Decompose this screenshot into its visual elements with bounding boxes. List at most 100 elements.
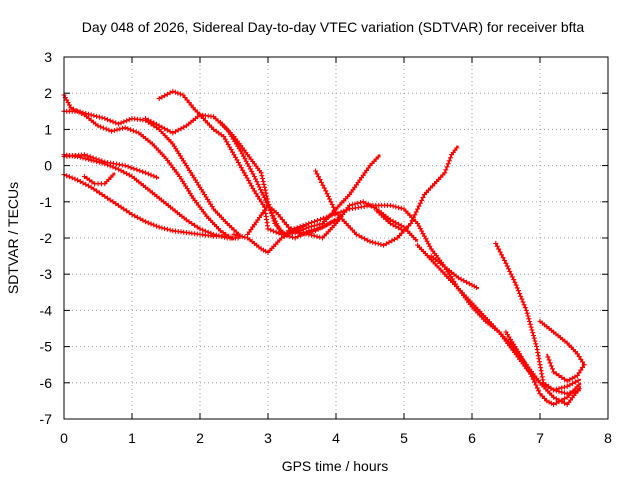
data-point xyxy=(251,174,257,179)
data-point xyxy=(107,118,113,124)
data-point xyxy=(162,226,168,232)
data-point xyxy=(464,279,470,285)
series-track-9 xyxy=(217,119,381,237)
data-point xyxy=(294,225,300,231)
data-point xyxy=(514,285,520,291)
data-point xyxy=(94,113,100,119)
data-point xyxy=(134,167,140,173)
data-point xyxy=(304,230,310,236)
data-point xyxy=(562,376,567,382)
data-point xyxy=(156,224,162,230)
y-tick-label: 1 xyxy=(44,121,52,137)
data-point xyxy=(143,116,149,121)
data-point xyxy=(270,228,276,234)
data-point xyxy=(279,217,285,222)
data-point xyxy=(375,241,381,247)
data-point xyxy=(170,88,176,94)
data-point xyxy=(580,359,585,365)
data-point xyxy=(224,139,230,145)
data-point xyxy=(66,102,72,108)
data-point xyxy=(546,357,552,363)
data-point xyxy=(225,141,231,147)
data-point xyxy=(260,179,266,184)
data-point xyxy=(121,119,127,125)
data-point xyxy=(239,234,245,240)
data-point xyxy=(64,173,70,179)
data-point xyxy=(162,126,168,132)
data-point xyxy=(412,212,418,218)
data-point xyxy=(355,200,361,206)
data-point xyxy=(99,115,105,121)
data-point xyxy=(327,196,333,202)
data-point xyxy=(114,127,120,133)
y-tick-label: 2 xyxy=(44,85,52,101)
data-point xyxy=(296,230,302,236)
data-point xyxy=(86,156,91,162)
data-point xyxy=(567,382,573,388)
data-point xyxy=(173,129,178,135)
data-point xyxy=(417,200,423,206)
data-point xyxy=(299,231,305,237)
data-point xyxy=(518,293,524,299)
data-point xyxy=(311,233,317,239)
data-point xyxy=(154,121,159,127)
data-point xyxy=(140,217,146,223)
data-point xyxy=(159,225,165,231)
data-point xyxy=(75,108,81,114)
data-point xyxy=(378,242,384,247)
data-point xyxy=(133,129,139,135)
data-point xyxy=(415,221,421,226)
data-point xyxy=(530,376,536,382)
data-point xyxy=(107,197,113,203)
data-point xyxy=(317,234,323,240)
data-point xyxy=(279,235,285,241)
data-point xyxy=(398,226,404,232)
data-point xyxy=(314,171,320,177)
data-point xyxy=(511,277,517,283)
data-point xyxy=(500,255,506,261)
data-point xyxy=(256,184,262,190)
data-point xyxy=(359,234,365,240)
data-point xyxy=(396,225,402,231)
data-point xyxy=(167,227,173,233)
data-point xyxy=(159,124,165,130)
data-point xyxy=(542,396,547,401)
data-point xyxy=(140,169,146,175)
data-point xyxy=(325,193,331,199)
data-point xyxy=(581,362,587,368)
data-point xyxy=(353,231,359,237)
data-point xyxy=(529,327,535,333)
data-point xyxy=(344,207,350,213)
series-track-6 xyxy=(81,172,116,187)
data-point xyxy=(102,193,108,199)
data-point xyxy=(503,260,509,266)
data-point xyxy=(285,228,291,234)
data-point xyxy=(269,212,275,218)
data-point xyxy=(538,368,544,374)
data-point xyxy=(311,223,317,229)
data-point xyxy=(572,374,578,380)
data-point xyxy=(235,160,241,165)
data-point xyxy=(574,351,580,357)
data-point xyxy=(338,209,344,215)
data-point xyxy=(390,222,396,228)
series-track-2 xyxy=(61,108,242,237)
data-point xyxy=(303,222,309,228)
data-point xyxy=(442,170,448,176)
data-point xyxy=(137,168,143,174)
data-point xyxy=(258,199,264,205)
data-point xyxy=(102,116,108,121)
data-point xyxy=(113,120,119,126)
y-tick-label: -1 xyxy=(40,194,53,210)
data-point xyxy=(159,94,165,100)
data-point xyxy=(122,163,128,169)
series-track-5 xyxy=(61,152,160,180)
data-point xyxy=(125,126,131,132)
data-point xyxy=(167,129,173,135)
data-point xyxy=(186,219,192,225)
data-point xyxy=(528,324,534,330)
data-point xyxy=(83,111,89,116)
data-point xyxy=(99,192,105,198)
data-point xyxy=(427,243,433,249)
data-point xyxy=(386,239,392,245)
